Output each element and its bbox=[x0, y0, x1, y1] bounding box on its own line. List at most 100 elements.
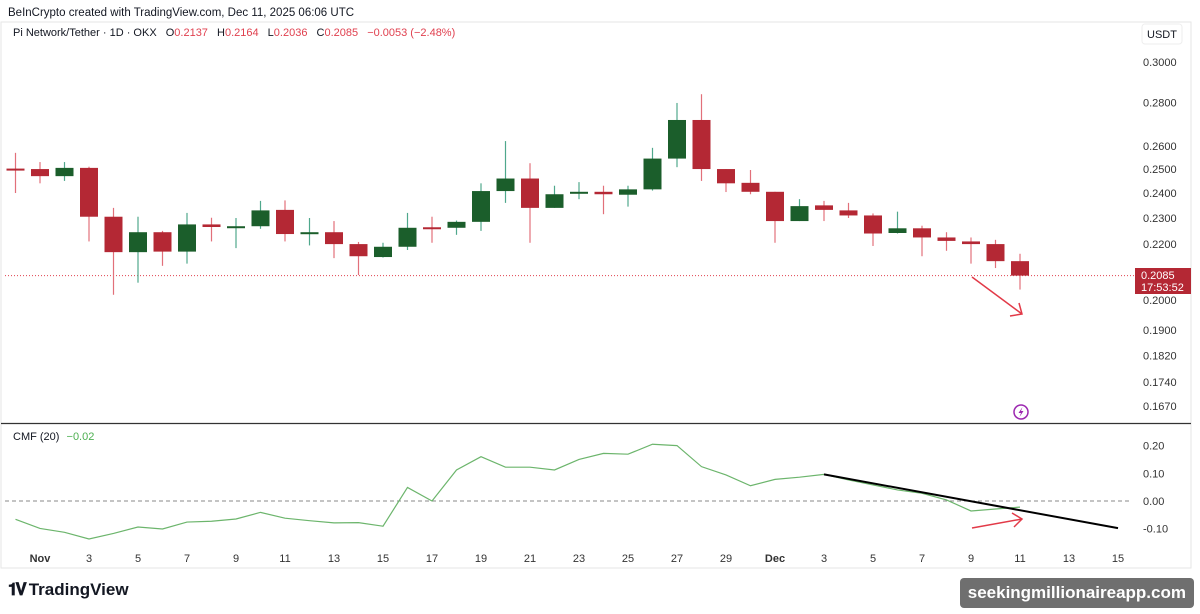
candle-body bbox=[545, 194, 564, 208]
high-value: 0.2164 bbox=[225, 27, 259, 39]
cmf-tick-label: 0.00 bbox=[1143, 496, 1164, 508]
price-tick-label: 0.1740 bbox=[1143, 377, 1177, 389]
candle bbox=[129, 216, 147, 283]
price-tick-label: 0.1900 bbox=[1143, 325, 1177, 337]
time-tick-label: 29 bbox=[720, 553, 732, 565]
time-tick-label: 15 bbox=[1112, 553, 1124, 565]
close-value: 0.2085 bbox=[324, 27, 358, 39]
low-value: 0.2036 bbox=[274, 27, 308, 39]
price-tick-label: 0.2300 bbox=[1143, 213, 1177, 225]
price-down-arrow bbox=[971, 276, 1023, 317]
candle bbox=[790, 199, 809, 222]
candle-body bbox=[986, 244, 1005, 262]
candle bbox=[717, 169, 735, 193]
candle-body bbox=[1011, 261, 1029, 276]
candle bbox=[986, 239, 1005, 269]
candle bbox=[398, 212, 417, 250]
candle bbox=[31, 162, 49, 184]
price-tick-label: 0.2200 bbox=[1143, 239, 1177, 251]
time-tick-label: 27 bbox=[671, 553, 683, 565]
cmf-line bbox=[15, 443, 1021, 540]
candle-body bbox=[864, 215, 882, 234]
cmf-up-arrow bbox=[971, 512, 1024, 529]
svg-text:CMF (20) −0.02: CMF (20) −0.02 bbox=[13, 431, 94, 443]
candle-body bbox=[815, 205, 833, 210]
cmf-axis[interactable]: 0.20 0.10 0.00 -0.10 bbox=[1143, 441, 1168, 536]
time-tick-label: Dec bbox=[765, 553, 785, 565]
lightning-icon[interactable] bbox=[1013, 404, 1029, 420]
candle bbox=[545, 185, 564, 208]
time-tick-label: 7 bbox=[184, 553, 190, 565]
candle bbox=[1011, 253, 1029, 290]
time-axis[interactable]: Nov 3 5 7 9 11 13 15 17 19 21 23 25 27 29 Dec 3 5 7 9 11 13 15 bbox=[30, 553, 1125, 565]
price-axis[interactable]: 0.3000 0.2800 0.2600 0.2500 0.2400 0.2300 0.22… bbox=[1143, 57, 1177, 413]
candle-body bbox=[251, 210, 270, 227]
candle bbox=[202, 217, 221, 242]
indicator-name: CMF (20) bbox=[13, 431, 59, 443]
candle-body bbox=[888, 228, 907, 233]
time-tick-label: 5 bbox=[135, 553, 141, 565]
candle bbox=[276, 200, 294, 242]
time-tick-label: 15 bbox=[377, 553, 389, 565]
candle bbox=[521, 163, 539, 243]
candle bbox=[374, 242, 392, 258]
time-tick-label: 23 bbox=[573, 553, 585, 565]
chart-frame bbox=[0, 21, 1192, 569]
candle-body bbox=[447, 221, 466, 228]
ohlc-legend: Pi Network/Tether · 1D · OKX O0.2137 H0.… bbox=[13, 27, 455, 39]
time-tick-label: 21 bbox=[524, 553, 536, 565]
candle-body bbox=[55, 167, 74, 177]
time-tick-label: 3 bbox=[821, 553, 827, 565]
candle-body bbox=[472, 191, 490, 222]
candle-body bbox=[717, 169, 735, 184]
bar-countdown: 17:53:52 bbox=[1141, 282, 1184, 294]
watermark: seekingmillionaireapp.com bbox=[959, 578, 1194, 608]
symbol-title: Pi Network/Tether · 1D · OKX bbox=[13, 27, 157, 39]
candle-body bbox=[80, 167, 98, 217]
time-tick-label: Nov bbox=[30, 553, 52, 565]
candle bbox=[570, 182, 588, 200]
candle bbox=[594, 185, 613, 215]
svg-text:Pi Network/Tether · 1D · OKX: Pi Network/Tether · 1D · OKX O0.2137 H0.… bbox=[13, 27, 455, 39]
cmf-tick-label: 0.10 bbox=[1143, 468, 1164, 480]
candle-body bbox=[790, 206, 809, 222]
candle-body bbox=[962, 241, 980, 245]
tradingview-logo-text: TradingView bbox=[28, 580, 129, 599]
price-tick-label: 0.2600 bbox=[1143, 141, 1177, 153]
cmf-trendline[interactable] bbox=[823, 473, 1119, 530]
candle-body bbox=[276, 209, 294, 235]
candle-body bbox=[153, 232, 172, 252]
candle-body bbox=[692, 119, 711, 170]
price-tick-label: 0.3000 bbox=[1143, 57, 1177, 69]
time-tick-label: 5 bbox=[870, 553, 876, 565]
cmf-tick-label: 0.20 bbox=[1143, 441, 1164, 453]
candle-body bbox=[766, 191, 784, 222]
last-price-label: 0.2085 17:53:52 bbox=[1135, 268, 1191, 294]
price-tick-label: 0.1670 bbox=[1143, 401, 1177, 413]
time-tick-label: 25 bbox=[622, 553, 634, 565]
candle-body bbox=[227, 226, 245, 229]
time-tick-label: 17 bbox=[426, 553, 438, 565]
candle bbox=[472, 183, 490, 231]
candle bbox=[227, 217, 245, 249]
candle bbox=[496, 141, 515, 203]
candle-body bbox=[349, 244, 368, 257]
candle-body bbox=[325, 232, 343, 245]
tradingview-logo[interactable]: 𝟏𝐕 TradingView bbox=[8, 580, 129, 600]
open-value: 0.2137 bbox=[174, 27, 208, 39]
candle-body bbox=[741, 182, 760, 192]
candle bbox=[447, 220, 466, 235]
time-tick-label: 13 bbox=[1063, 553, 1075, 565]
candle bbox=[178, 212, 196, 264]
candle-body bbox=[913, 228, 931, 238]
currency-button[interactable] bbox=[1141, 23, 1183, 45]
candle-body bbox=[594, 191, 613, 195]
candle-body bbox=[374, 246, 392, 258]
candle-body bbox=[496, 178, 515, 192]
price-tick-label: 0.2500 bbox=[1143, 164, 1177, 176]
candle-body bbox=[398, 227, 417, 247]
candles bbox=[6, 94, 1029, 295]
candle-body bbox=[643, 158, 662, 190]
candle-body bbox=[423, 227, 441, 230]
